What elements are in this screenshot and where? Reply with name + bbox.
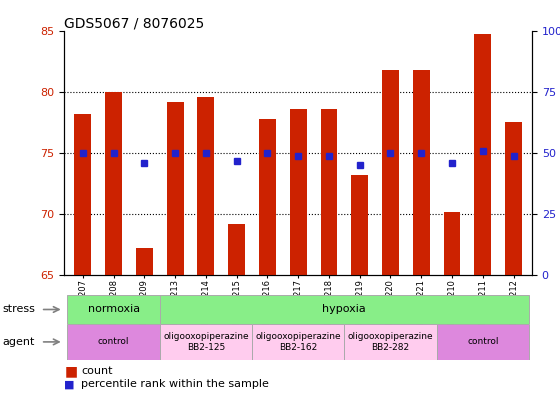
Bar (74, 114, 91, 275)
Bar (444, 212, 460, 275)
Bar (505, 121, 522, 275)
FancyBboxPatch shape (252, 324, 344, 360)
Text: GDS5067 / 8076025: GDS5067 / 8076025 (64, 16, 204, 30)
FancyBboxPatch shape (160, 324, 252, 360)
Text: oligooxopiperazine
BB2-125: oligooxopiperazine BB2-125 (163, 332, 249, 352)
Bar (290, 109, 307, 275)
Bar (351, 175, 368, 275)
Text: ■: ■ (64, 364, 77, 378)
Bar (167, 102, 184, 275)
FancyBboxPatch shape (437, 324, 529, 360)
Text: control: control (467, 338, 498, 346)
Bar (382, 70, 399, 275)
Bar (228, 224, 245, 275)
Bar (105, 92, 122, 275)
Bar (413, 70, 430, 275)
Bar (320, 109, 338, 275)
FancyBboxPatch shape (344, 324, 437, 360)
Text: stress: stress (3, 304, 36, 314)
FancyBboxPatch shape (67, 324, 160, 360)
Text: hypoxia: hypoxia (323, 305, 366, 314)
Bar (198, 97, 214, 275)
Text: ■: ■ (64, 379, 75, 389)
Bar (259, 119, 276, 275)
Text: oligooxopiperazine
BB2-282: oligooxopiperazine BB2-282 (348, 332, 433, 352)
Bar (136, 248, 153, 275)
Text: agent: agent (3, 337, 35, 347)
Bar (474, 34, 491, 275)
Text: control: control (98, 338, 129, 346)
Text: normoxia: normoxia (87, 305, 139, 314)
Text: count: count (81, 366, 113, 376)
FancyBboxPatch shape (160, 295, 529, 324)
FancyBboxPatch shape (67, 295, 160, 324)
Text: oligooxopiperazine
BB2-162: oligooxopiperazine BB2-162 (255, 332, 341, 352)
Text: percentile rank within the sample: percentile rank within the sample (81, 379, 269, 389)
